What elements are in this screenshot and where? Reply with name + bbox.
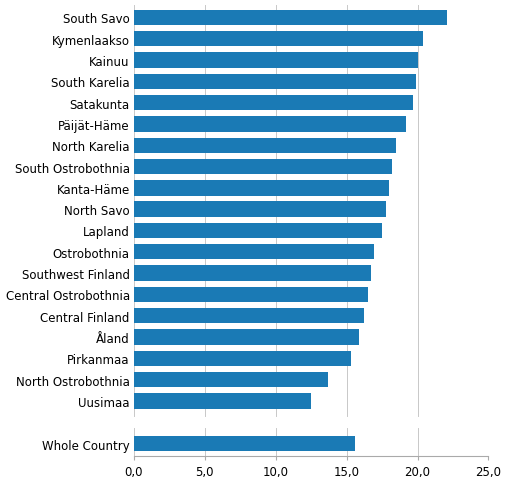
Bar xyxy=(134,202,386,217)
Bar xyxy=(134,75,416,90)
Bar xyxy=(134,181,389,196)
Bar xyxy=(134,160,392,175)
Bar xyxy=(134,223,382,239)
Bar xyxy=(134,32,423,47)
Bar xyxy=(134,266,371,281)
Bar xyxy=(134,372,328,388)
Bar xyxy=(134,53,418,69)
Bar xyxy=(134,117,406,132)
Bar xyxy=(134,393,311,409)
Bar xyxy=(134,351,351,366)
Bar xyxy=(134,138,396,153)
Bar xyxy=(134,11,447,26)
Bar xyxy=(134,308,364,324)
Bar xyxy=(134,330,359,345)
Bar xyxy=(134,287,368,302)
Bar xyxy=(134,244,374,260)
Bar xyxy=(134,96,413,111)
Bar xyxy=(134,436,355,452)
